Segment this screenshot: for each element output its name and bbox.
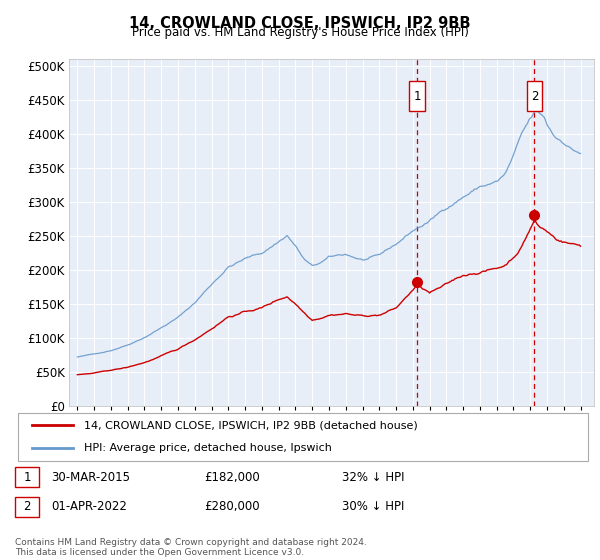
Text: 30-MAR-2015: 30-MAR-2015	[51, 470, 130, 484]
Bar	[409, 81, 425, 111]
Text: 32% ↓ HPI: 32% ↓ HPI	[342, 470, 404, 484]
Text: HPI: Average price, detached house, Ipswich: HPI: Average price, detached house, Ipsw…	[84, 444, 332, 454]
Text: 14, CROWLAND CLOSE, IPSWICH, IP2 9BB (detached house): 14, CROWLAND CLOSE, IPSWICH, IP2 9BB (de…	[84, 420, 418, 430]
Text: 30% ↓ HPI: 30% ↓ HPI	[342, 500, 404, 514]
Text: Price paid vs. HM Land Registry's House Price Index (HPI): Price paid vs. HM Land Registry's House …	[131, 26, 469, 39]
Text: 1: 1	[23, 470, 31, 484]
Text: 14, CROWLAND CLOSE, IPSWICH, IP2 9BB: 14, CROWLAND CLOSE, IPSWICH, IP2 9BB	[129, 16, 471, 31]
Text: £280,000: £280,000	[204, 500, 260, 514]
Text: Contains HM Land Registry data © Crown copyright and database right 2024.
This d: Contains HM Land Registry data © Crown c…	[15, 538, 367, 557]
Text: 01-APR-2022: 01-APR-2022	[51, 500, 127, 514]
Text: 1: 1	[413, 90, 421, 102]
Text: 2: 2	[23, 500, 31, 514]
Bar	[527, 81, 542, 111]
Text: 2: 2	[531, 90, 538, 102]
Text: £182,000: £182,000	[204, 470, 260, 484]
